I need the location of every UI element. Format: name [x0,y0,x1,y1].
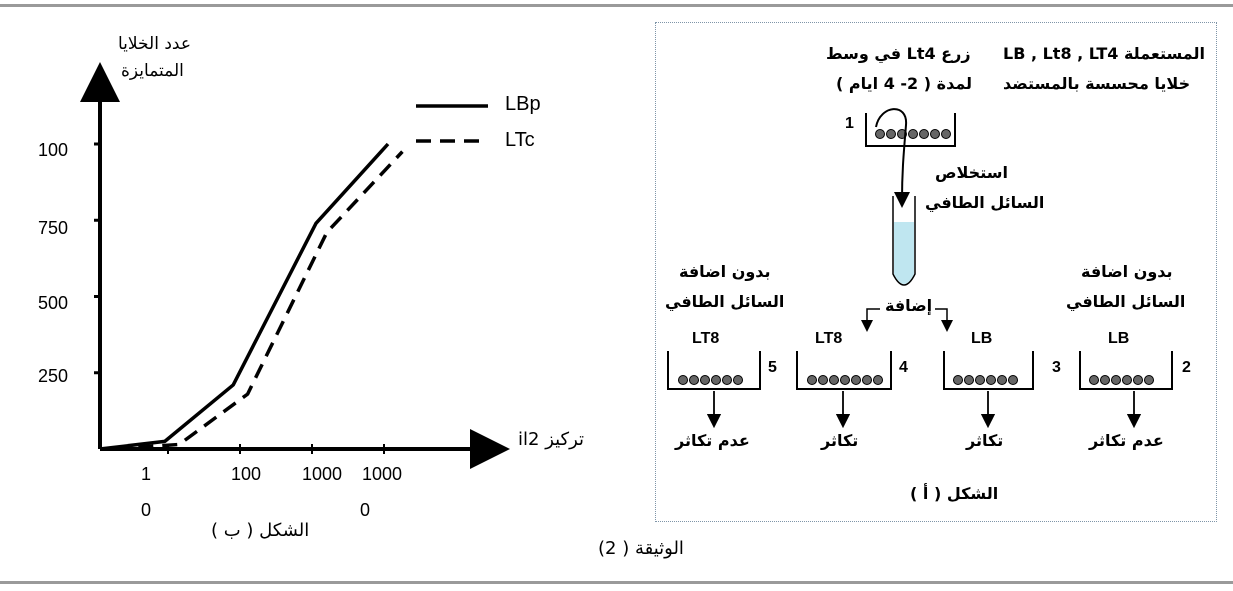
extract-line-1: استخلاص [935,163,1008,182]
y-tick-label: 250 [38,366,69,386]
cells-dish-4 [807,375,883,385]
without-addition-right-line-2: السائل الطافي [1066,292,1186,311]
dish-number-1: 1 [845,115,854,132]
transfer-arrow [875,108,911,208]
without-addition-left-line-2: السائل الطافي [665,292,785,311]
dish-label-2: LB [1108,330,1130,347]
dish-label-4: LT8 [815,330,843,347]
x-tick-label: 0 [141,500,152,520]
bottom-rule [0,581,1233,584]
supernatant-liquid [894,222,914,284]
y-tick-label: 750 [38,218,69,238]
dish-number-4: 4 [899,359,908,376]
x-tick-label: 1000 [302,464,343,484]
x-tick-label: 100 [231,464,262,484]
figure-a-panel [655,22,1217,522]
addition-label: إضافة [883,296,935,315]
figure-b-caption: الشكل ( ب ) [211,520,310,541]
result-dish-5: عدم تكاثر [675,431,750,450]
dish-label-3: LB [971,330,993,347]
result-dish-3: تكاثر [966,431,1004,450]
document-caption: الوثيقة ( 2) [598,538,684,559]
addition-bracket-right [935,308,953,332]
dish-label-5: LT8 [692,330,720,347]
culture-dish-2 [1079,351,1173,390]
legend-label-ltc: LTc [505,129,535,151]
culture-dish-3 [943,351,1034,390]
culture-dish-5 [667,351,761,390]
cells-dish-2 [1089,375,1154,385]
result-dish-2: عدم تكاثر [1089,431,1164,450]
culture-line-2: لمدة ( 2- 4 ايام ) [836,74,973,93]
culture-dish-1 [865,113,956,147]
legend-label-lbp: LBp [505,93,541,115]
dish-number-5: 5 [768,359,777,376]
x-tick-label: 1000 [362,464,403,484]
dish-number-2: 2 [1182,359,1191,376]
series-line-lbp [99,142,390,451]
addition-bracket-left [861,308,880,332]
x-tick-label: 1 [141,464,152,484]
header-line-2: خلايا محسسة بالمستضد [1003,74,1191,93]
y-axis-label-line2: المتمايزة [121,61,184,81]
dish-number-3: 3 [1052,359,1061,376]
cells-dish-1 [875,129,951,139]
x-axis-label: تركيز il2 [518,429,585,450]
chart-figure-b [80,62,510,469]
header-line-1: LB , Lt8 , LT4 المستعملة [1003,44,1205,63]
result-dish-4: تكاثر [821,431,859,450]
y-tick-label: 500 [38,293,69,313]
culture-line-1: زرع Lt4 في وسط [826,44,971,63]
y-axis-label-line1: عدد الخلايا [118,34,191,54]
without-addition-right-line-1: بدون اضافة [1081,262,1173,281]
y-tick-label: 100 [38,140,69,160]
x-tick-label: 0 [360,500,371,520]
top-rule [0,4,1233,7]
culture-dish-4 [796,351,892,390]
extract-line-2: السائل الطافي [925,193,1045,212]
without-addition-left-line-1: بدون اضافة [679,262,771,281]
series-line-ltc [114,150,404,451]
figure-a-caption: الشكل ( أ ) [910,484,999,503]
cells-dish-5 [678,375,743,385]
cells-dish-3 [953,375,1018,385]
test-tube [892,196,916,286]
